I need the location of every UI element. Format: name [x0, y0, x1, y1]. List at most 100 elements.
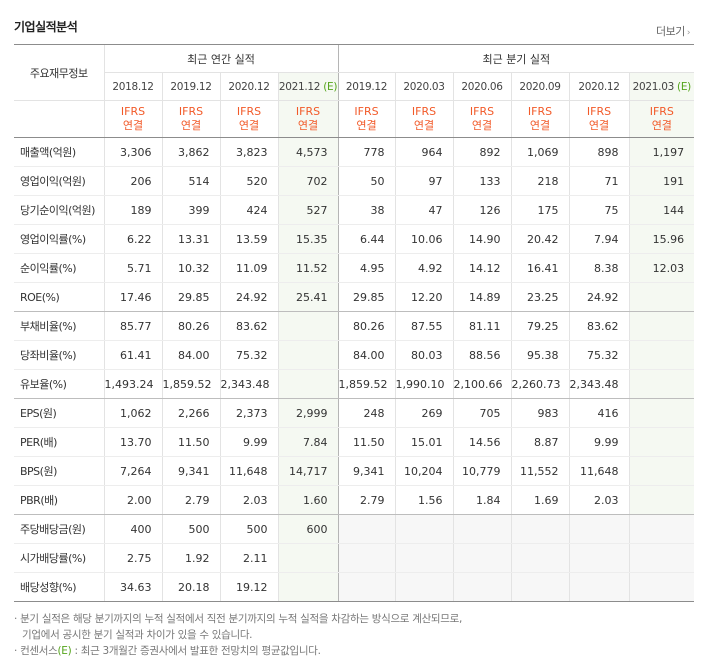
ifrs-header-row: IFRS 연결 IFRS 연결 IFRS 연결 IFRS 연결 IFRS 연결 IFRS 연결 IFRS… [14, 100, 695, 138]
quarter-period-1: 2020.03 [394, 72, 454, 101]
ifrs-consolidated-label: IFRS 연결 [568, 100, 630, 138]
quarter-value [510, 514, 570, 544]
consolidated-label: 연결 [413, 119, 435, 132]
table-row: 주당배당금(원) 400 500 500 600 [14, 514, 695, 544]
annual-value: 9,341 [161, 456, 220, 486]
quarter-value [628, 369, 695, 399]
consolidated-label: 연결 [588, 119, 610, 132]
quarter-value: 1,990.10 [394, 369, 454, 399]
row-label: 배당성향(%) [14, 572, 104, 602]
annual-value: 2.79 [161, 485, 220, 515]
quarter-value: 24.92 [568, 282, 630, 312]
table-row: ROE(%) 17.46 29.85 24.92 25.41 29.85 12.20 14.8… [14, 282, 695, 312]
more-link[interactable]: 더보기 › [656, 23, 691, 39]
quarter-value: 9.99 [568, 427, 630, 457]
consolidated-label: 연결 [356, 119, 377, 132]
quarter-value [628, 456, 695, 486]
quarter-value: 133 [452, 166, 512, 196]
annual-value: 1.92 [161, 543, 220, 573]
period-label: 2020.12 [228, 80, 270, 93]
annual-value: 11.09 [219, 253, 278, 283]
quarter-value [337, 543, 396, 573]
quarter-period-5: 2021.03 (E) [628, 72, 695, 101]
ifrs-consolidated-label: IFRS 연결 [277, 100, 339, 138]
quarter-value: 2.79 [337, 485, 396, 515]
quarter-value [628, 514, 695, 544]
annual-value: 2,266 [161, 398, 220, 428]
financial-performance-table: 주요재무정보 최근 연간 실적 최근 분기 실적 2018.12 2019.12 2… [14, 44, 695, 602]
annual-value: 25.41 [277, 282, 339, 312]
quarter-value: 175 [510, 195, 570, 225]
annual-value: 3,862 [161, 137, 220, 167]
footnotes: · 분기 실적은 해당 분기까지의 누적 실적에서 직전 분기까지의 누적 실적… [14, 611, 694, 659]
row-label: PER(배) [14, 427, 104, 457]
section-header: 기업실적분석 더보기 › [14, 18, 694, 38]
quarter-value: 11,648 [568, 456, 630, 486]
quarter-value: 191 [628, 166, 695, 196]
annual-value: 2.75 [103, 543, 162, 573]
annual-value: 13.70 [103, 427, 162, 457]
annual-value: 500 [219, 514, 278, 544]
quarter-value: 2,343.48 [568, 369, 630, 399]
ifrs-label: IFRS [178, 105, 204, 118]
row-label: 시가배당률(%) [14, 543, 104, 573]
quarter-value: 983 [510, 398, 570, 428]
consolidated-label: 연결 [180, 119, 202, 132]
period-label: 2020.06 [461, 80, 503, 93]
annual-value: 11.50 [161, 427, 220, 457]
annual-value: 2.11 [219, 543, 278, 573]
quarter-value: 14.89 [452, 282, 512, 312]
quarter-value: 1.69 [510, 485, 570, 515]
quarter-value: 14.56 [452, 427, 512, 457]
quarter-value: 6.44 [337, 224, 396, 254]
table-row: 순이익률(%) 5.71 10.32 11.09 11.52 4.95 4.92 14.12 1… [14, 253, 695, 283]
annual-value: 424 [219, 195, 278, 225]
row-label: EPS(원) [14, 398, 104, 428]
quarter-value [337, 514, 396, 544]
quarter-value: 50 [337, 166, 396, 196]
quarter-value: 2,260.73 [510, 369, 570, 399]
quarter-value: 29.85 [337, 282, 396, 312]
quarter-value: 1.56 [394, 485, 454, 515]
annual-value: 2.03 [219, 485, 278, 515]
annual-value: 14,717 [277, 456, 339, 486]
ifrs-label: IFRS [527, 105, 553, 118]
quarter-value: 10,779 [452, 456, 512, 486]
table-row: PER(배) 13.70 11.50 9.99 7.84 11.50 15.01 14.56 8… [14, 427, 695, 457]
row-label: 당기순이익(억원) [14, 195, 104, 225]
quarter-value: 1,197 [628, 137, 695, 167]
ifrs-label: IFRS [469, 105, 495, 118]
table-row: 영업이익률(%) 6.22 13.31 13.59 15.35 6.44 10.06 14.9… [14, 224, 695, 254]
quarter-value: 1.84 [452, 485, 512, 515]
period-label: 2020.09 [519, 80, 561, 93]
annual-value: 7.84 [277, 427, 339, 457]
table-row: EPS(원) 1,062 2,266 2,373 2,999 248 269 705 983 41… [14, 398, 695, 428]
consolidated-label: 연결 [651, 119, 672, 132]
annual-value: 702 [277, 166, 339, 196]
ifrs-consolidated-label: IFRS 연결 [219, 100, 278, 138]
period-label: 2021.12 [278, 80, 321, 93]
annual-value: 1,859.52 [161, 369, 220, 399]
table-row: BPS(원) 7,264 9,341 11,648 14,717 9,341 10,204 1… [14, 456, 695, 486]
quarter-value [452, 543, 512, 573]
annual-value: 527 [277, 195, 339, 225]
ifrs-label: IFRS [411, 105, 437, 118]
annual-value [277, 543, 339, 573]
quarter-value: 898 [568, 137, 630, 167]
footnote-quarterly: · 분기 실적은 해당 분기까지의 누적 실적에서 직전 분기까지의 누적 실적… [14, 613, 463, 625]
row-label: 부채비율(%) [14, 311, 104, 341]
row-label: BPS(원) [14, 456, 104, 486]
annual-group-label: 최근 연간 실적 [103, 44, 339, 73]
quarter-value: 1,859.52 [337, 369, 396, 399]
annual-value: 2,343.48 [219, 369, 278, 399]
table-row: 유보율(%) 1,493.24 1,859.52 2,343.48 1,859.52 1,… [14, 369, 695, 399]
annual-value: 24.92 [219, 282, 278, 312]
annual-value: 400 [103, 514, 162, 544]
row-header-label: 주요재무정보 [14, 44, 104, 101]
annual-value: 80.26 [161, 311, 220, 341]
section-title: 기업실적분석 [14, 20, 78, 34]
quarter-value [628, 340, 695, 370]
period-label: 2020.03 [403, 80, 445, 93]
annual-value: 20.18 [161, 572, 220, 602]
quarter-value: 8.87 [510, 427, 570, 457]
